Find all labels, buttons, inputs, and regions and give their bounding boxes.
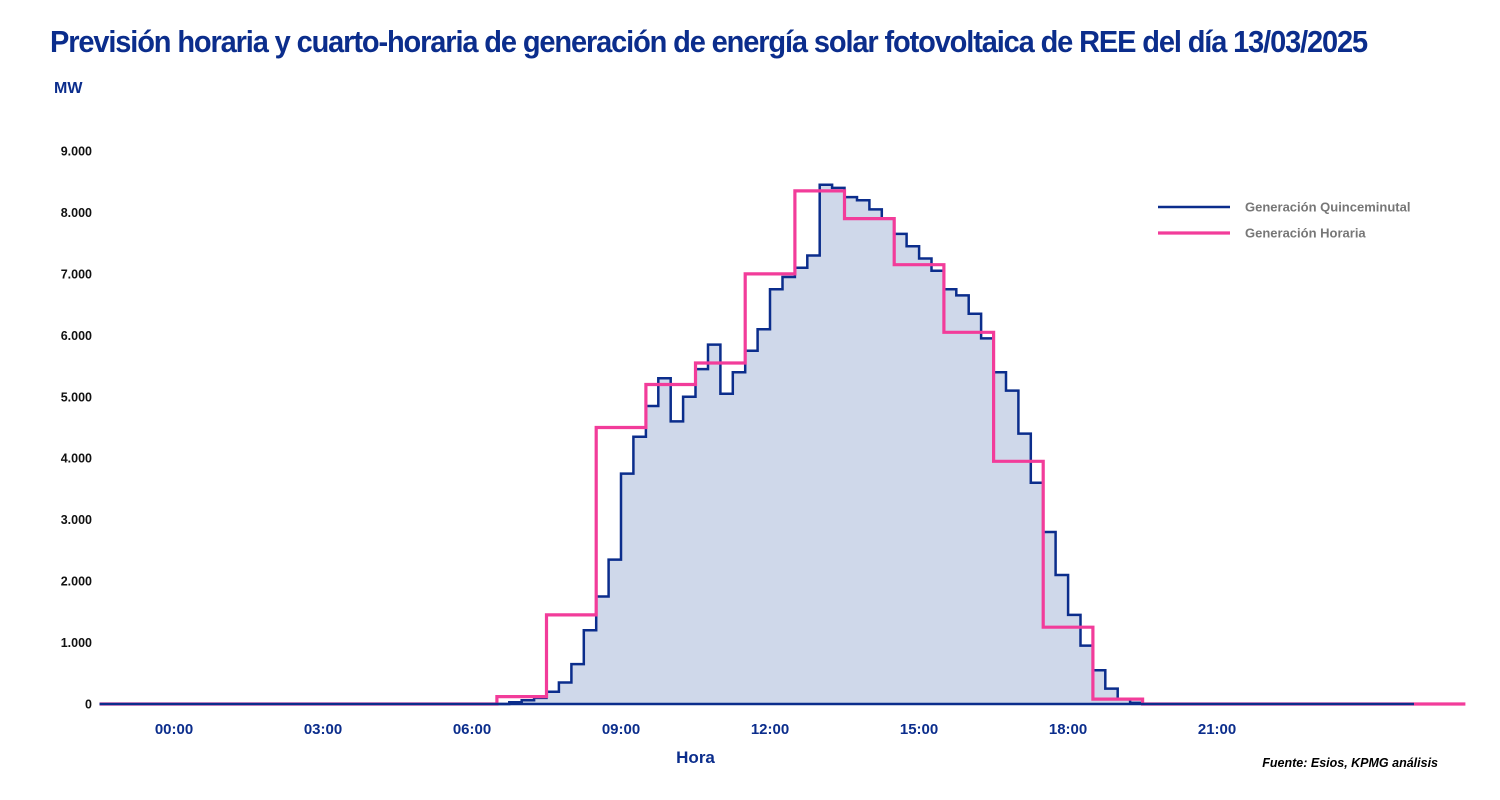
x-tick-label: 09:00 <box>602 721 640 738</box>
source-note: Fuente: Esios, KPMG análisis <box>1262 756 1438 770</box>
legend-label: Generación Horaria <box>1245 226 1366 241</box>
x-tick-label: 15:00 <box>900 721 938 738</box>
y-axis-unit-label: MW <box>54 80 83 97</box>
legend-label: Generación Quinceminutal <box>1245 200 1410 215</box>
x-axis-title: Hora <box>676 748 715 767</box>
area-fill-layer <box>496 184 1155 705</box>
y-tick-label: 8.000 <box>61 206 92 220</box>
y-tick-label: 9.000 <box>61 145 92 159</box>
y-tick-label: 2.000 <box>61 575 92 589</box>
x-tick-label: 12:00 <box>751 721 789 738</box>
x-tick-label: 21:00 <box>1198 721 1236 738</box>
y-tick-label: 1.000 <box>61 636 92 650</box>
x-tick-label: 03:00 <box>304 721 342 738</box>
x-tick-label: 06:00 <box>453 721 491 738</box>
y-tick-label: 0 <box>85 698 92 712</box>
x-tick-labels: 00:00 03:00 06:00 09:00 12:00 15:00 18:00 21:00 <box>155 721 1236 738</box>
x-tick-label: 18:00 <box>1049 721 1087 738</box>
series-area-fill <box>496 184 1155 705</box>
y-tick-label: 5.000 <box>61 390 92 404</box>
x-tick-label: 00:00 <box>155 721 193 738</box>
y-tick-label: 4.000 <box>61 452 92 466</box>
y-tick-labels: 0 1.000 2.000 3.000 4.000 5.000 6.000 7.000 8.00… <box>61 145 92 712</box>
legend: Generación Quinceminutal Generación Horar… <box>1158 200 1410 241</box>
y-tick-label: 6.000 <box>61 329 92 343</box>
y-tick-label: 3.000 <box>61 513 92 527</box>
chart-title: Previsión horaria y cuarto-horaria de ge… <box>50 24 1368 59</box>
y-tick-label: 7.000 <box>61 267 92 281</box>
